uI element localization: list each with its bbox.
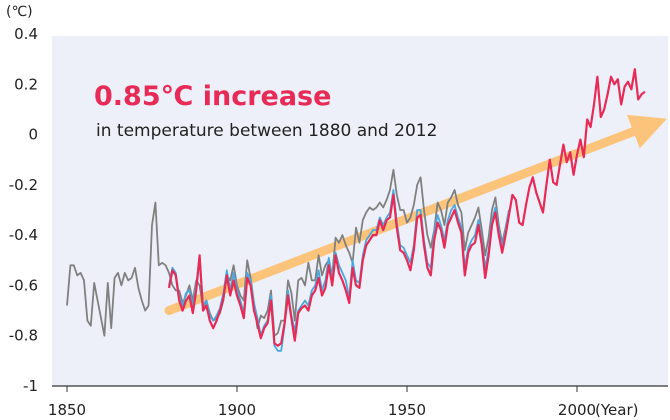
x-tick-label: 1950 (388, 401, 426, 419)
y-tick-label: -0.2 (9, 176, 38, 194)
y-tick-label: 0.4 (14, 25, 38, 43)
y-tick-label: 0 (28, 126, 38, 144)
series-line-3 (167, 68, 646, 347)
x-tick-label: 2000 (558, 401, 596, 419)
series-lines (66, 68, 646, 352)
y-tick-label: -0.8 (9, 327, 38, 345)
chart-subtitle: in temperature between 1880 and 2012 (96, 121, 437, 141)
series-line-1 (66, 168, 510, 337)
x-tick-label: 1900 (218, 401, 256, 419)
x-axis-unit-label: (Year) (595, 401, 638, 419)
x-axis-ticks: 1850 1900 1950 2000 (48, 386, 596, 419)
y-tick-label: 0.2 (14, 75, 38, 93)
y-axis-unit-label: (℃) (6, 4, 33, 20)
chart-title: 0.85℃ increase (94, 81, 331, 112)
y-axis-ticks: 0.4 0.2 0 -0.2 -0.4 -0.6 -0.8 -1 (9, 25, 38, 395)
y-tick-label: -0.6 (9, 276, 38, 294)
x-tick-label: 1850 (48, 401, 86, 419)
y-tick-label: -0.4 (9, 226, 38, 244)
y-tick-label: -1 (23, 377, 38, 395)
